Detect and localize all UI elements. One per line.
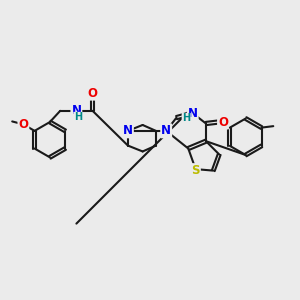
Text: O: O: [18, 118, 28, 131]
Text: H: H: [182, 113, 190, 124]
Text: O: O: [88, 87, 98, 100]
Text: N: N: [161, 124, 171, 137]
Text: N: N: [123, 124, 133, 137]
Text: N: N: [71, 104, 81, 117]
Text: H: H: [74, 112, 82, 122]
Text: S: S: [191, 164, 200, 177]
Text: N: N: [188, 107, 198, 120]
Text: O: O: [218, 116, 228, 128]
